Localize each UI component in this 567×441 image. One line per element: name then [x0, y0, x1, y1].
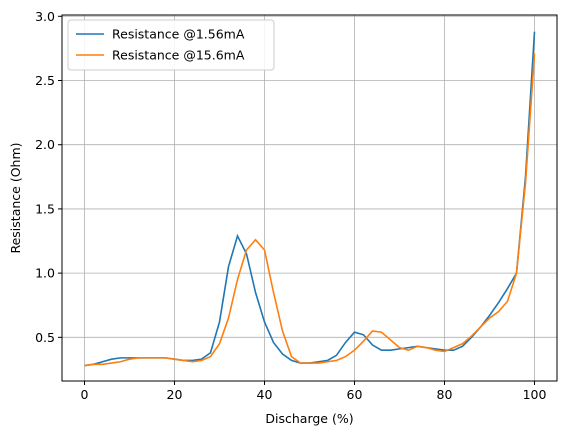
line-series	[84, 31, 536, 367]
x-tick-label: 20	[167, 387, 183, 402]
x-tick-label: 60	[347, 387, 363, 402]
legend-label: Resistance @1.56mA	[112, 27, 245, 42]
legend-label: Resistance @15.6mA	[112, 48, 245, 63]
x-axis-label: Discharge (%)	[265, 411, 353, 426]
plot-frame	[61, 14, 558, 382]
y-tick-label: 2.0	[35, 137, 55, 152]
x-tick-label: 100	[523, 387, 547, 402]
x-tick-label: 0	[81, 387, 89, 402]
y-tick-label: 1.5	[35, 201, 55, 216]
x-tick-label: 40	[257, 387, 273, 402]
y-tick-label: 0.5	[35, 330, 55, 345]
x-tick-label: 80	[437, 387, 453, 402]
y-tick-label: 1.0	[35, 266, 55, 281]
y-tick-label: 3.0	[35, 9, 55, 24]
y-axis-label: Resistance (Ohm)	[8, 142, 23, 253]
y-tick-label: 2.5	[35, 73, 55, 88]
legend-box	[67, 19, 275, 71]
line-series	[84, 53, 536, 367]
